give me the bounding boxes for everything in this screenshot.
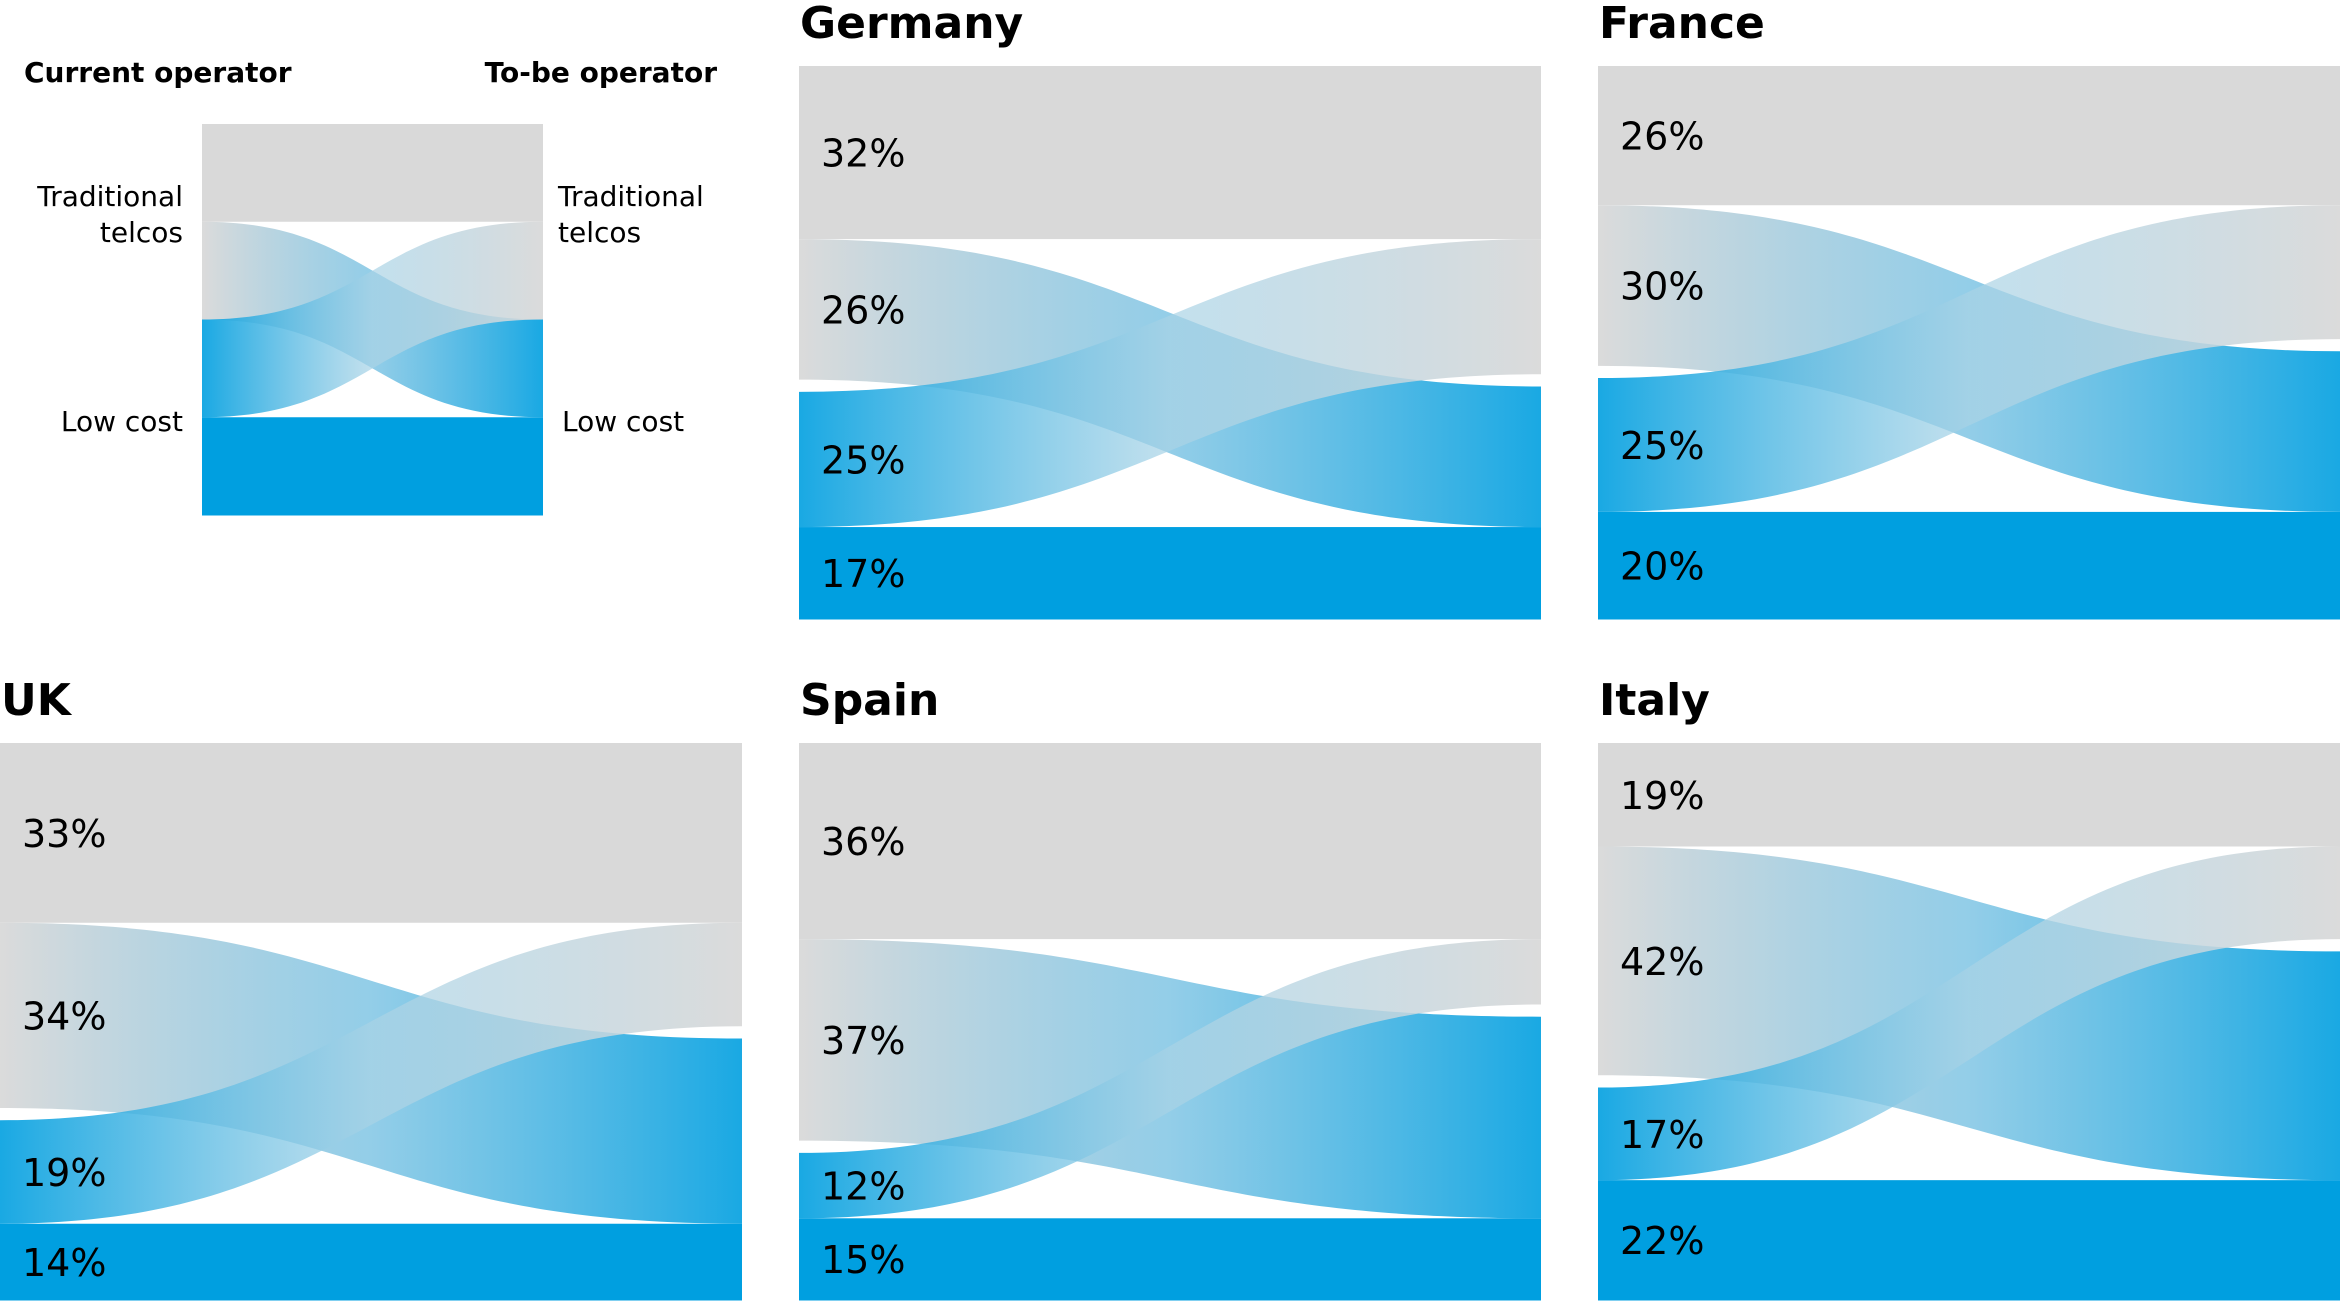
label-stay-low-cost: 22% (1620, 1219, 1704, 1263)
legend-left-low-cost: Low cost (61, 405, 183, 438)
legend-left-traditional-2: telcos (100, 216, 183, 249)
chart-uk: UK 33% 34% 19% 14% (0, 675, 742, 1301)
label-low-cost-to-traditional: 25% (821, 438, 905, 482)
band-stay-traditional (1598, 66, 2340, 206)
label-stay-low-cost: 14% (22, 1241, 106, 1285)
chart-title: France (1599, 0, 1765, 49)
legend-right-traditional-1: Traditional (557, 180, 704, 213)
band-stay-traditional (0, 743, 742, 923)
band-stay-traditional (202, 124, 543, 222)
chart-germany: Germany 32% 26% 25% 17% (799, 0, 1541, 620)
flow-low-cost-to-traditional (1598, 846, 2340, 1181)
band-stay-traditional (1598, 743, 2340, 847)
chart-title: Spain (800, 675, 939, 726)
chart-title: UK (1, 675, 73, 726)
band-stay-low-cost (202, 417, 543, 516)
chart-france: France 26% 30% 25% 20% (1598, 0, 2340, 620)
label-stay-traditional: 26% (1620, 115, 1704, 159)
chart-title: Italy (1599, 675, 1710, 726)
band-stay-low-cost (799, 1218, 1541, 1301)
label-traditional-to-low-cost: 37% (821, 1019, 905, 1063)
legend-diagram (202, 124, 543, 516)
legend-right-traditional-2: telcos (558, 216, 641, 249)
label-traditional-to-low-cost: 42% (1620, 940, 1704, 984)
band-stay-traditional (799, 743, 1541, 940)
flow-low-cost-to-traditional (799, 939, 1541, 1219)
label-stay-low-cost: 20% (1620, 544, 1704, 588)
band-stay-low-cost (0, 1223, 742, 1301)
flow-low-cost-to-traditional (1598, 205, 2340, 512)
legend-right-heading: To-be operator (485, 56, 718, 89)
label-traditional-to-low-cost: 34% (22, 994, 106, 1038)
flow-low-cost-to-traditional (202, 221, 543, 418)
label-low-cost-to-traditional: 19% (22, 1151, 106, 1195)
chart-spain: Spain 36% 37% 12% 15% (799, 675, 1541, 1301)
legend-left-traditional-1: Traditional (36, 180, 183, 213)
band-stay-low-cost (1598, 1180, 2340, 1301)
label-stay-traditional: 19% (1620, 774, 1704, 818)
label-low-cost-to-traditional: 25% (1620, 424, 1704, 468)
label-stay-traditional: 33% (22, 812, 106, 856)
label-stay-traditional: 36% (821, 820, 905, 864)
legend-left-heading: Current operator (24, 56, 292, 89)
band-stay-low-cost (799, 527, 1541, 620)
label-stay-low-cost: 17% (821, 552, 905, 596)
legend-right-low-cost: Low cost (562, 405, 684, 438)
label-stay-low-cost: 15% (821, 1238, 905, 1282)
flow-low-cost-to-traditional (0, 922, 742, 1224)
flow-low-cost-to-traditional (799, 239, 1541, 528)
band-stay-low-cost (1598, 511, 2340, 620)
label-traditional-to-low-cost: 30% (1620, 265, 1704, 309)
label-traditional-to-low-cost: 26% (821, 288, 905, 332)
chart-italy: Italy 19% 42% 17% 22% (1598, 675, 2340, 1301)
label-stay-traditional: 32% (821, 132, 905, 176)
band-stay-traditional (799, 66, 1541, 240)
chart-title: Germany (800, 0, 1023, 49)
legend: Current operator To-be operator Traditio… (24, 56, 717, 438)
label-low-cost-to-traditional: 17% (1620, 1113, 1704, 1157)
label-low-cost-to-traditional: 12% (821, 1165, 905, 1209)
